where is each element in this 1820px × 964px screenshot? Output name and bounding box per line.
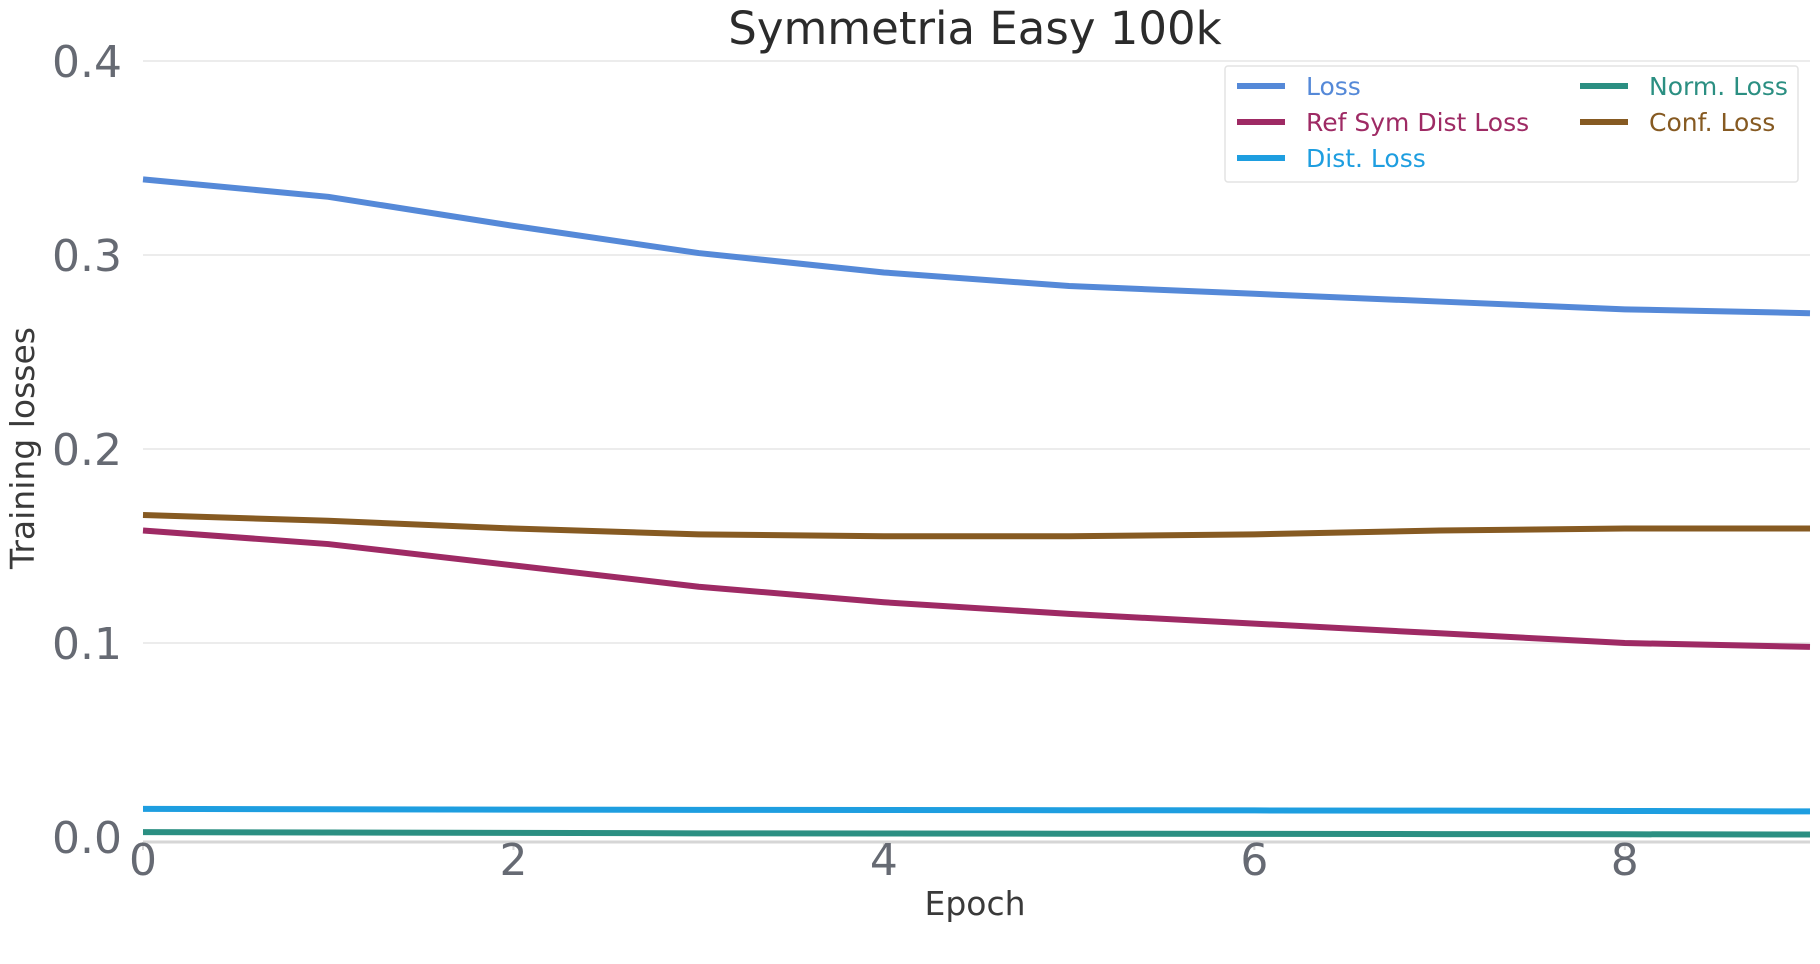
legend: Loss Ref Sym Dist Loss Dist. Loss Norm. Los… xyxy=(1224,65,1799,183)
legend-box xyxy=(1224,65,1799,183)
legend-label-dist-loss: Dist. Loss xyxy=(1306,144,1426,173)
series-line-conf-loss xyxy=(142,511,1810,540)
y-tick-label: 0.4 xyxy=(52,37,122,88)
axes: 0.0 0.1 0.2 0.3 0.4 0 2 4 6 8 xyxy=(52,37,1810,886)
x-axis-label: Epoch xyxy=(924,884,1025,923)
legend-label-ref-sym-dist-loss: Ref Sym Dist Loss xyxy=(1306,108,1529,137)
legend-label-norm-loss: Norm. Loss xyxy=(1649,72,1788,101)
x-tick-label: 0 xyxy=(129,835,157,886)
series-line-norm-loss xyxy=(142,829,1811,838)
x-tick-label: 2 xyxy=(499,835,527,886)
series-line-loss xyxy=(142,176,1811,317)
series-line-dist-loss xyxy=(142,805,1811,815)
x-tick-label: 8 xyxy=(1611,835,1639,886)
y-tick-label: 0.0 xyxy=(52,813,122,864)
x-tick-label: 4 xyxy=(870,835,898,886)
x-tick-label: 6 xyxy=(1240,835,1268,886)
y-axis-label: Training losses xyxy=(3,327,42,570)
y-tick-label: 0.2 xyxy=(52,425,122,476)
series-lines xyxy=(142,176,1811,838)
series-line-ref-sym-dist-loss xyxy=(142,527,1811,650)
chart-title: Symmetria Easy 100k xyxy=(728,2,1221,55)
legend-label-loss: Loss xyxy=(1306,72,1361,101)
grid-lines xyxy=(143,60,1810,644)
y-tick-label: 0.3 xyxy=(52,231,122,282)
legend-label-conf-loss: Conf. Loss xyxy=(1649,108,1775,137)
y-tick-label: 0.1 xyxy=(52,619,122,670)
